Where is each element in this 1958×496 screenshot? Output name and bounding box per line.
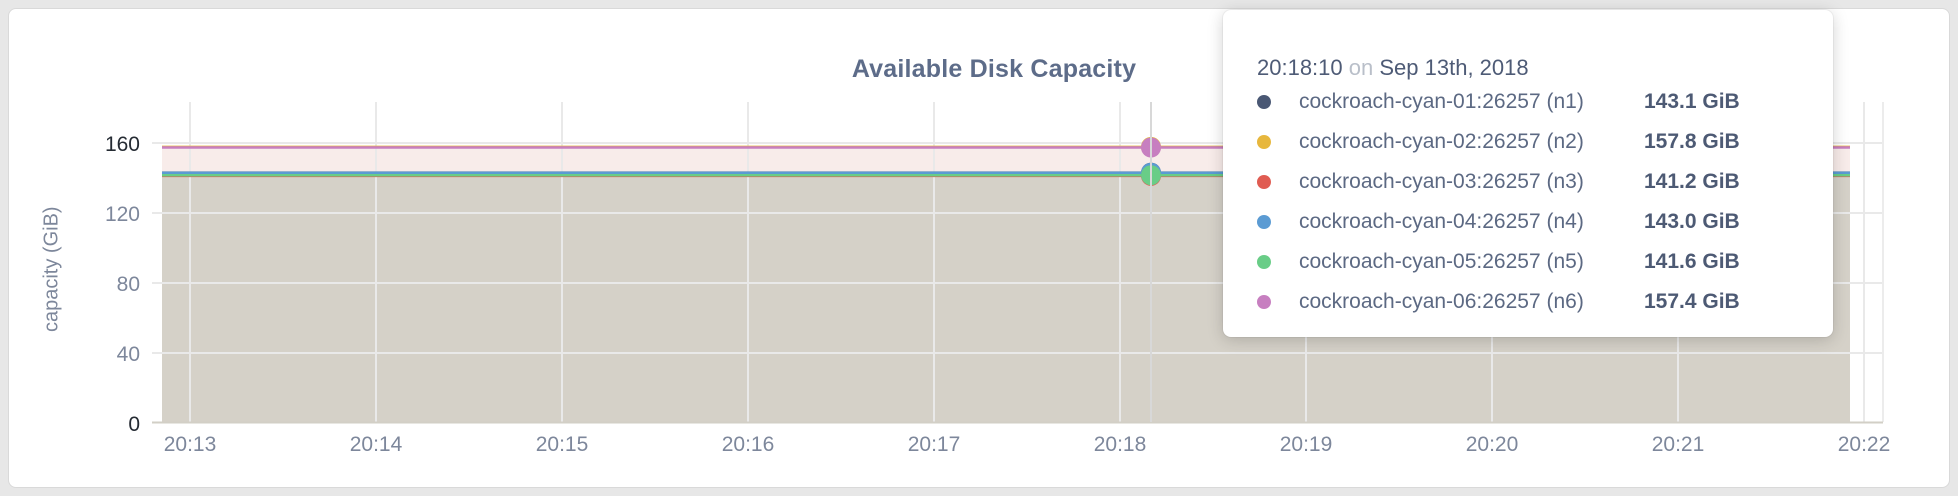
hover-tooltip: 20:18:10 on Sep 13th, 2018 cockroach-cya… <box>1223 10 1833 337</box>
series-name: cockroach-cyan-04:26257 (n4) <box>1299 210 1584 233</box>
series-value: 157.8 GiB <box>1644 130 1740 153</box>
tooltip-time: 20:18:10 <box>1257 55 1343 80</box>
y-tick-label: 120 <box>105 203 140 226</box>
series-value: 143.0 GiB <box>1644 210 1740 233</box>
series-name: cockroach-cyan-05:26257 (n5) <box>1299 250 1584 273</box>
series-color-dot <box>1257 175 1271 189</box>
tooltip-timestamp: 20:18:10 on Sep 13th, 2018 <box>1257 54 1799 82</box>
series-name: cockroach-cyan-02:26257 (n2) <box>1299 130 1584 153</box>
x-tick-label: 20:19 <box>1280 433 1333 456</box>
tooltip-row: cockroach-cyan-02:26257 (n2) 157.8 GiB <box>1257 122 1799 162</box>
y-tick-labels: 160 120 80 40 0 <box>105 133 140 436</box>
series-color-dot <box>1257 255 1271 269</box>
series-color-dot <box>1257 295 1271 309</box>
series-value: 157.4 GiB <box>1644 290 1740 313</box>
chart-title: Available Disk Capacity <box>851 55 1137 83</box>
tooltip-connector: on <box>1348 55 1374 80</box>
x-tick-label: 20:14 <box>350 433 403 456</box>
x-tick-label: 20:15 <box>536 433 589 456</box>
y-tick-label: 80 <box>117 273 140 296</box>
series-name: cockroach-cyan-01:26257 (n1) <box>1299 90 1584 113</box>
x-tick-label: 20:13 <box>164 433 217 456</box>
x-tick-labels: 20:13 20:14 20:15 20:16 20:17 20:18 20:1… <box>164 433 1891 456</box>
tooltip-date: Sep 13th, 2018 <box>1379 55 1529 80</box>
series-value: 141.2 GiB <box>1644 170 1740 193</box>
tooltip-row: cockroach-cyan-06:26257 (n6) 157.4 GiB <box>1257 282 1799 322</box>
x-tick-label: 20:18 <box>1094 433 1147 456</box>
x-tick-label: 20:22 <box>1838 433 1891 456</box>
tooltip-row: cockroach-cyan-04:26257 (n4) 143.0 GiB <box>1257 202 1799 242</box>
x-tick-label: 20:20 <box>1466 433 1519 456</box>
x-tick-label: 20:21 <box>1652 433 1705 456</box>
series-name: cockroach-cyan-06:26257 (n6) <box>1299 290 1584 313</box>
series-color-dot <box>1257 95 1271 109</box>
tooltip-row: cockroach-cyan-01:26257 (n1) 143.1 GiB <box>1257 82 1799 122</box>
y-tick-label: 0 <box>128 413 140 436</box>
tooltip-row: cockroach-cyan-03:26257 (n3) 141.2 GiB <box>1257 162 1799 202</box>
series-value: 141.6 GiB <box>1644 250 1740 273</box>
series-name: cockroach-cyan-03:26257 (n3) <box>1299 170 1584 193</box>
y-tick-label: 160 <box>105 133 140 156</box>
series-color-dot <box>1257 135 1271 149</box>
y-tick-label: 40 <box>117 343 140 366</box>
x-tick-label: 20:17 <box>908 433 961 456</box>
x-tick-label: 20:16 <box>722 433 775 456</box>
tooltip-row: cockroach-cyan-05:26257 (n5) 141.6 GiB <box>1257 242 1799 282</box>
series-value: 143.1 GiB <box>1644 90 1740 113</box>
series-color-dot <box>1257 215 1271 229</box>
